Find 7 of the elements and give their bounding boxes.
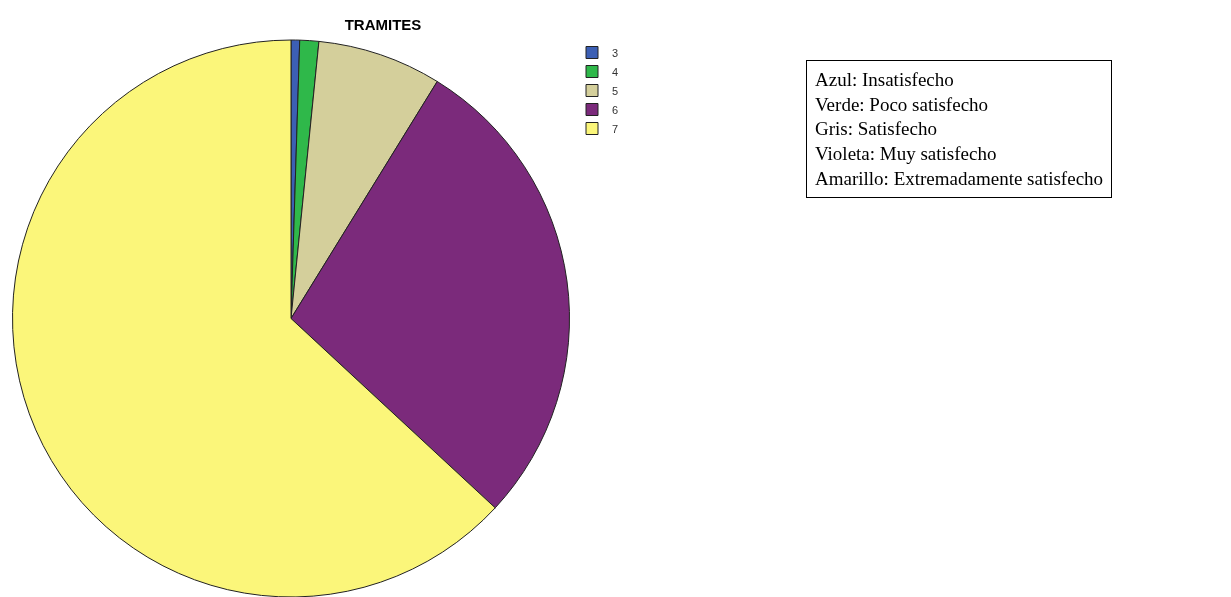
legend-label: 7 (612, 122, 619, 135)
text: Azul: Insatisfecho Verde: Poco satisfecho Gris: Satisfecho Violeta: Muy satisfecho Amarillo: Extremadamente satisfecho (815, 69, 1104, 189)
chart-title: TRAMITES (344, 16, 422, 34)
legend-label: 3 (612, 46, 619, 59)
legend-label: 6 (612, 103, 619, 116)
legend-label: 5 (612, 84, 619, 97)
legend-label: 4 (612, 65, 619, 78)
